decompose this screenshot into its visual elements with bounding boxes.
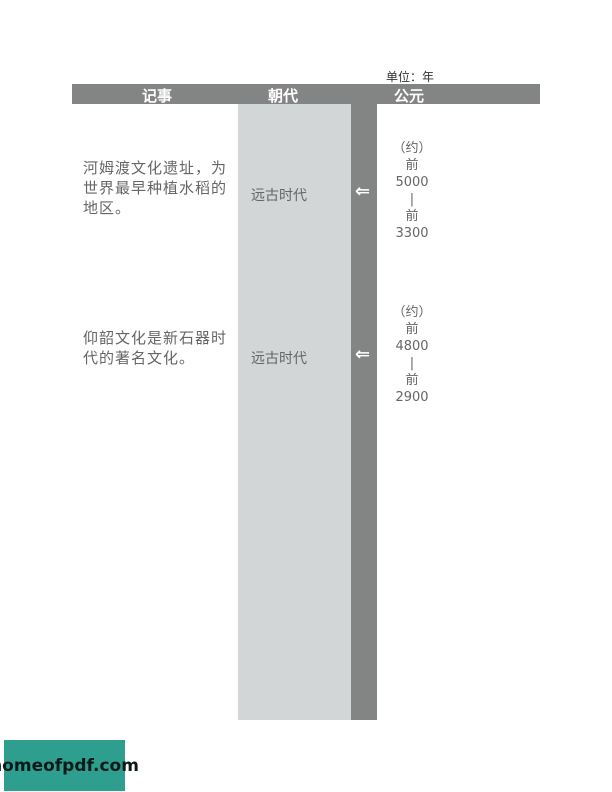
timeline-header: 记事 朝代 公元: [72, 84, 540, 105]
date-range-1: （约） 前 5000 | 前 3300: [392, 141, 432, 241]
timeline-bar: [351, 104, 377, 720]
unit-label: 单位：年: [386, 70, 435, 84]
header-events: 记事: [142, 87, 173, 105]
event-text-2: 仰韶文化是新石器时代的著名文化。: [83, 329, 228, 367]
watermark-logo[interactable]: homeofpdf.com: [0, 740, 139, 791]
dynasty-column: [238, 104, 351, 720]
dynasty-label-1: 远古时代: [251, 188, 307, 204]
header-year: 公元: [394, 87, 425, 105]
arrow-left-icon: ⇐: [355, 344, 371, 365]
dynasty-label-2: 远古时代: [251, 351, 307, 367]
date-range-2: （约） 前 4800 | 前 2900: [392, 305, 432, 405]
header-dynasty: 朝代: [268, 87, 299, 105]
arrow-left-icon: ⇐: [355, 181, 371, 202]
event-text-1: 河姆渡文化遗址，为世界最早种植水稻的地区。: [83, 159, 228, 217]
